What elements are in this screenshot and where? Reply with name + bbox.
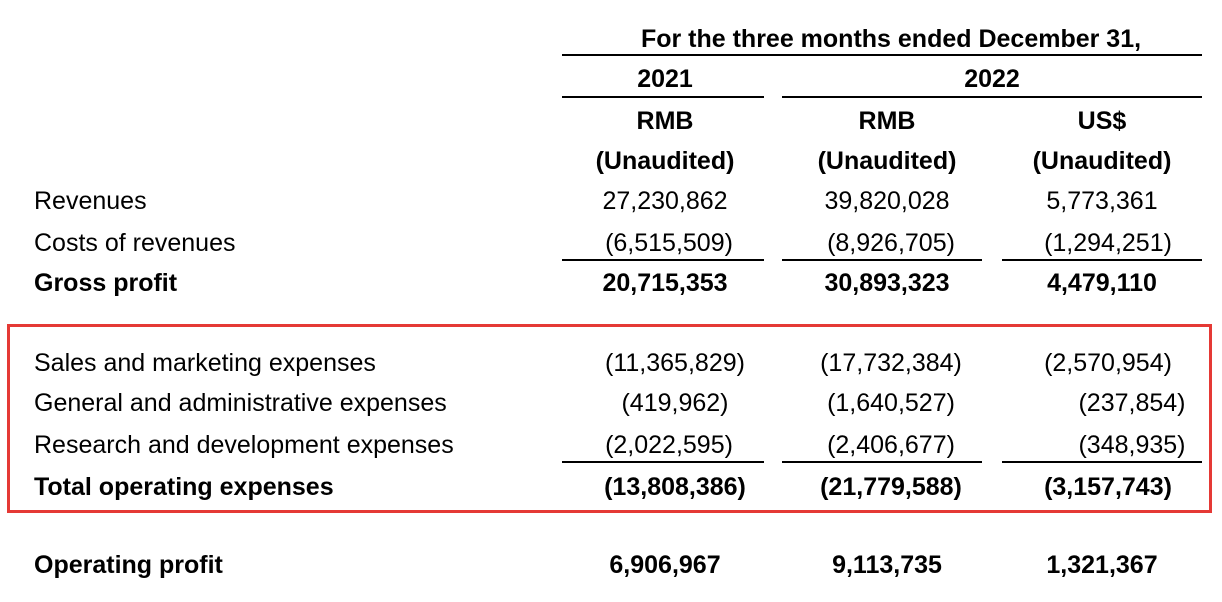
- subtotal-rule-1: [562, 259, 764, 261]
- currency-heading-1: RMB: [636, 107, 694, 135]
- cell-rd-2021: (2,022,595): [605, 431, 733, 459]
- row-label-total-operating-expenses: Total operating expenses: [34, 473, 334, 501]
- cell-sales-2022-usd: (2,570,954): [1044, 349, 1172, 377]
- cell-gross-profit-2021: 20,715,353: [602, 269, 728, 297]
- cell-ga-2022-usd: (237,854): [1078, 389, 1186, 417]
- period-title: For the three months ended December 31,: [640, 25, 1142, 53]
- currency-heading-3: US$: [1077, 107, 1127, 135]
- subtotal-rule-2: [782, 259, 982, 261]
- highlight-box: [7, 324, 1212, 513]
- cell-costs-2021: (6,515,509): [605, 229, 733, 257]
- row-label-operating-profit: Operating profit: [34, 551, 223, 579]
- cell-total-opex-2022-rmb: (21,779,588): [820, 473, 962, 501]
- cell-revenues-2022-rmb: 39,820,028: [824, 187, 950, 215]
- cell-total-opex-2021: (13,808,386): [604, 473, 746, 501]
- currency-heading-2: RMB: [858, 107, 916, 135]
- cell-operating-profit-2022-rmb: 9,113,735: [832, 551, 942, 579]
- cell-costs-2022-usd: (1,294,251): [1044, 229, 1172, 257]
- cell-operating-profit-2021: 6,906,967: [609, 551, 721, 579]
- cell-revenues-2022-usd: 5,773,361: [1046, 187, 1158, 215]
- year-2022-rule: [782, 96, 1202, 98]
- cell-sales-2022-rmb: (17,732,384): [820, 349, 962, 377]
- audit-status-2: (Unaudited): [817, 147, 957, 175]
- row-label-general-admin: General and administrative expenses: [34, 389, 447, 417]
- cell-rd-2022-usd: (348,935): [1078, 431, 1186, 459]
- subtotal-rule-5: [782, 461, 982, 463]
- year-2022-heading: 2022: [964, 65, 1020, 93]
- row-label-research-development: Research and development expenses: [34, 431, 454, 459]
- subtotal-rule-3: [1002, 259, 1202, 261]
- cell-total-opex-2022-usd: (3,157,743): [1044, 473, 1172, 501]
- header-rule: [562, 54, 1202, 56]
- row-label-revenues: Revenues: [34, 187, 147, 215]
- subtotal-rule-4: [562, 461, 764, 463]
- row-label-sales-marketing: Sales and marketing expenses: [34, 349, 376, 377]
- year-2021-rule: [562, 96, 764, 98]
- cell-operating-profit-2022-usd: 1,321,367: [1046, 551, 1158, 579]
- row-label-gross-profit: Gross profit: [34, 269, 178, 297]
- cell-ga-2022-rmb: (1,640,527): [827, 389, 955, 417]
- cell-revenues-2021: 27,230,862: [602, 187, 728, 215]
- audit-status-1: (Unaudited): [595, 147, 735, 175]
- cell-ga-2021: (419,962): [621, 389, 729, 417]
- audit-status-3: (Unaudited): [1032, 147, 1172, 175]
- cell-gross-profit-2022-usd: 4,479,110: [1047, 269, 1157, 297]
- subtotal-rule-6: [1002, 461, 1202, 463]
- cell-sales-2021: (11,365,829): [605, 349, 745, 377]
- year-2021-heading: 2021: [637, 65, 693, 93]
- row-label-costs-of-revenues: Costs of revenues: [34, 229, 236, 257]
- cell-costs-2022-rmb: (8,926,705): [827, 229, 955, 257]
- cell-rd-2022-rmb: (2,406,677): [827, 431, 955, 459]
- cell-gross-profit-2022-rmb: 30,893,323: [824, 269, 950, 297]
